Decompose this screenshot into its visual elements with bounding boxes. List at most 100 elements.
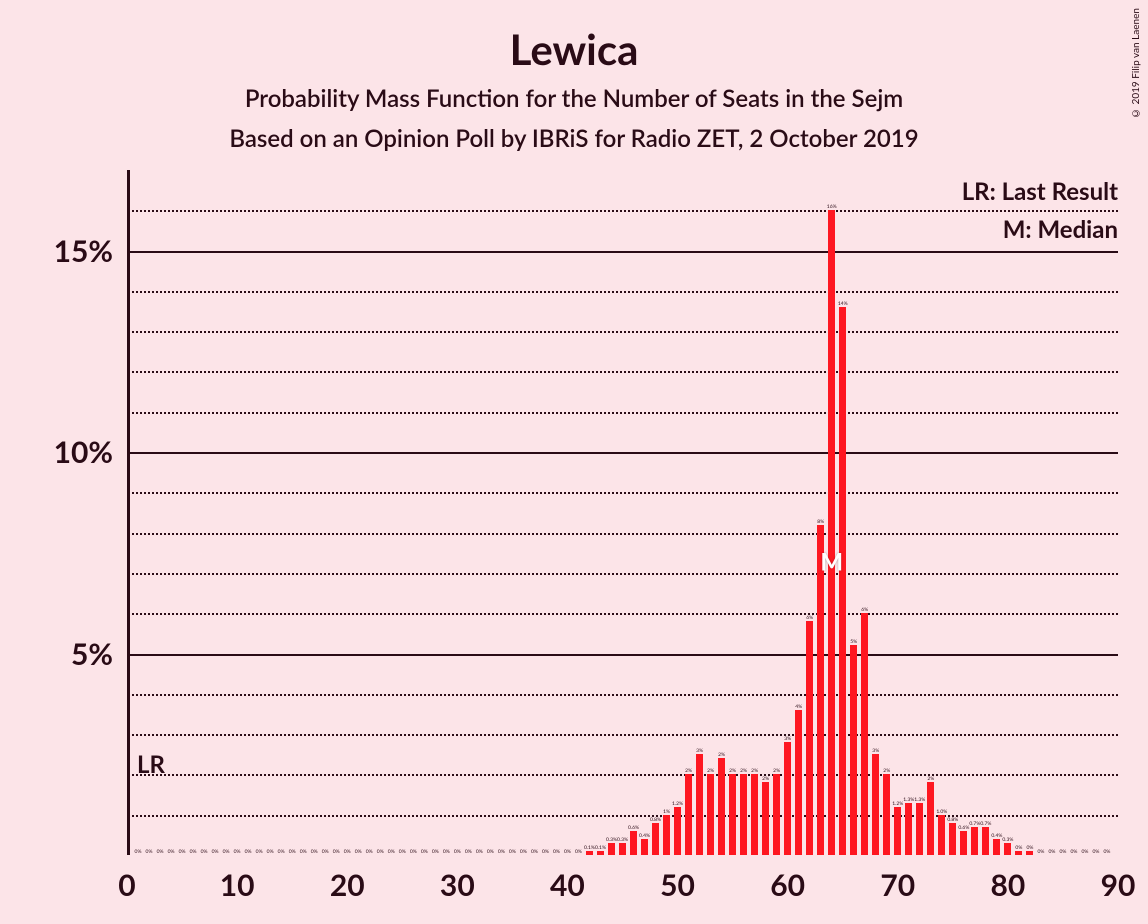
bar-label: 0%: [344, 849, 351, 855]
bar-label: 0%: [553, 849, 560, 855]
bar: 6%: [806, 621, 813, 855]
x-tick-label: 80: [990, 867, 1025, 903]
bar-label: 0%: [399, 849, 406, 855]
bar-label: 0.3%: [1002, 837, 1013, 843]
bar: 2%: [927, 782, 934, 855]
bar-label: 0%: [520, 849, 527, 855]
bar: 0.3%: [619, 843, 626, 855]
bar: 2%: [762, 782, 769, 855]
bar-label: 2%: [883, 768, 890, 774]
bar: 2%: [773, 774, 780, 855]
bar: 1.3%: [905, 803, 912, 855]
bar: 0.8%: [949, 823, 956, 855]
bar-label: 0%: [322, 849, 329, 855]
bar: 2%: [729, 774, 736, 855]
bar-label: 2%: [718, 752, 725, 758]
bar-label: 0.8%: [650, 817, 661, 823]
bar-label: 0%: [1048, 849, 1055, 855]
bar-label: 0%: [179, 849, 186, 855]
bar-label: 0%: [1026, 845, 1033, 851]
bar-label: 0%: [278, 849, 285, 855]
bar-label: 0%: [498, 849, 505, 855]
bar-label: 2%: [740, 768, 747, 774]
bar-label: 0%: [190, 849, 197, 855]
bar-label: 2%: [685, 768, 692, 774]
bar-label: 0%: [432, 849, 439, 855]
bar-label: 0%: [311, 849, 318, 855]
bar-label: 0%: [388, 849, 395, 855]
bar-label: 0.3%: [617, 837, 628, 843]
lr-marker: LR: [137, 750, 165, 779]
grid-minor: [127, 774, 1118, 776]
bar-label: 2%: [707, 768, 714, 774]
bar-label: 0%: [212, 849, 219, 855]
bar-label: 0%: [509, 849, 516, 855]
y-tick-label: 10%: [54, 434, 113, 470]
bar-label: 0%: [223, 849, 230, 855]
grid-major: [127, 452, 1118, 454]
bar: 3%: [872, 754, 879, 855]
x-tick-label: 20: [330, 867, 365, 903]
y-tick-label: 15%: [54, 233, 113, 269]
bar-label: 0%: [289, 849, 296, 855]
grid-major: [127, 251, 1118, 253]
bar: 2%: [751, 774, 758, 855]
bar: 2%: [685, 774, 692, 855]
bar: 0.3%: [1004, 843, 1011, 855]
plot-area: 5%10%15%01020304050607080900%0%0%0%0%0%0…: [127, 170, 1118, 855]
bar-label: 0.1%: [584, 845, 595, 851]
bar-label: 1.3%: [914, 797, 925, 803]
bar-label: 0%: [245, 849, 252, 855]
bar: 1.2%: [894, 807, 901, 855]
bar-label: 0%: [333, 849, 340, 855]
bar-label: 1%: [663, 809, 670, 815]
bar-label: 0%: [1093, 849, 1100, 855]
bar-label: 0.7%: [980, 821, 991, 827]
bar: 1.3%: [916, 803, 923, 855]
bar-label: 1.2%: [892, 801, 903, 807]
bar-label: 4%: [795, 704, 802, 710]
bar-label: 0%: [146, 849, 153, 855]
chart-title: Lewica: [0, 24, 1148, 74]
y-tick-label: 5%: [71, 636, 113, 672]
bar-label: 2%: [762, 776, 769, 782]
bar-label: 8%: [817, 519, 824, 525]
bar-label: 0.4%: [639, 833, 650, 839]
grid-minor: [127, 412, 1118, 414]
bar: 0.8%: [652, 823, 659, 855]
bar-label: 0%: [234, 849, 241, 855]
bar-label: 0.3%: [606, 837, 617, 843]
bar: 0.4%: [993, 839, 1000, 855]
bar: 2%: [718, 758, 725, 855]
bar-label: 2%: [751, 768, 758, 774]
x-tick-label: 60: [770, 867, 805, 903]
bar-label: 2%: [773, 768, 780, 774]
bar-label: 0%: [1037, 849, 1044, 855]
bar-label: 0%: [1015, 845, 1022, 851]
grid-minor: [127, 573, 1118, 575]
y-axis: [127, 170, 130, 855]
bar-label: 0%: [564, 849, 571, 855]
bar-label: 0%: [421, 849, 428, 855]
bar-label: 0.8%: [947, 817, 958, 823]
bar-label: 1.0%: [936, 809, 947, 815]
bar: 3%: [784, 742, 791, 855]
copyright: © 2019 Filip van Laenen: [1130, 8, 1142, 119]
bar-label: 2%: [729, 768, 736, 774]
bar-label: 0%: [1104, 849, 1111, 855]
bar: 16%: [828, 210, 835, 855]
bar-label: 0.6%: [958, 825, 969, 831]
bar: 5%: [850, 645, 857, 855]
legend-lr: LR: Last Result: [962, 177, 1118, 206]
bar-label: 0%: [366, 849, 373, 855]
bar-label: 0%: [465, 849, 472, 855]
bar-label: 0%: [157, 849, 164, 855]
grid-minor: [127, 291, 1118, 293]
bar: 6%: [861, 613, 868, 855]
bar-label: 0%: [300, 849, 307, 855]
grid-minor: [127, 613, 1118, 615]
bar-label: 0%: [1070, 849, 1077, 855]
x-tick-label: 10: [220, 867, 255, 903]
bar: 0.6%: [960, 831, 967, 855]
grid-minor: [127, 210, 1118, 212]
